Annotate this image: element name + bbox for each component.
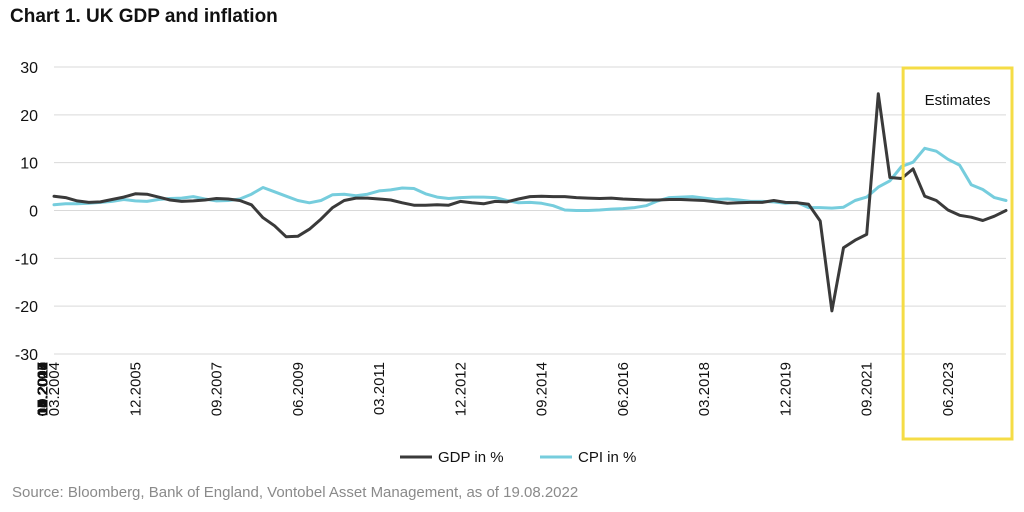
series-lines xyxy=(52,92,1008,313)
y-axis: -30 -20 -10 0 10 20 30 xyxy=(15,60,38,364)
x-tick-label: 07.2020 xyxy=(34,362,51,416)
x-tick-label: 10.2004 xyxy=(34,362,51,416)
y-tick-label: 20 xyxy=(20,108,38,125)
x-tick-label: 03.2011 xyxy=(371,362,388,415)
x-tick-label: 04.2022 xyxy=(34,362,51,416)
y-tick-label: -10 xyxy=(15,251,38,268)
legend: GDP in % CPI in % xyxy=(400,449,636,466)
chart-title: Chart 1. UK GDP and inflation xyxy=(10,6,278,27)
x-tick-label: 08.2017 xyxy=(34,362,51,416)
x-tick-label: 11.2022 xyxy=(34,362,51,415)
x-tick-label: 01.2024 xyxy=(34,362,51,416)
x-tick-label: 02.2014 xyxy=(34,362,51,416)
x-tick-label: 03.2018 xyxy=(696,362,713,416)
gdp-line xyxy=(52,92,1008,313)
y-tick-label: -30 xyxy=(15,347,38,364)
y-tick-label: 30 xyxy=(20,60,38,77)
x-tick-label: 07.2013 xyxy=(34,362,51,416)
x-tick-label: 11.2015 xyxy=(34,362,51,415)
x-tick-label: 06.2016 xyxy=(615,362,632,416)
x-tick-label: 09.2021 xyxy=(859,362,876,416)
x-tick-label: 04.2015 xyxy=(34,362,51,416)
x-tick-label: 01.2010 xyxy=(34,362,51,416)
x-tick-label: 05.2005 xyxy=(34,362,51,416)
x-tick-label: 01.2017 xyxy=(34,362,51,416)
x-tick-label: 12.2012 xyxy=(452,362,469,416)
x-tick-label: 10.2018 xyxy=(34,362,51,416)
x-tick-label: 09.2007 xyxy=(209,362,226,416)
x-tick-label: 12.2019 xyxy=(777,362,794,416)
x-tick-label: 09.2014 xyxy=(534,362,551,416)
source-note: Source: Bloomberg, Bank of England, Vont… xyxy=(12,484,579,501)
x-tick-label: 05.2012 xyxy=(34,362,51,416)
x-tick-label: 12.2005 xyxy=(127,362,144,416)
x-tick-label: 02.2021 xyxy=(34,362,51,416)
legend-label-gdp: GDP in % xyxy=(438,449,504,466)
x-tick-label: 08.2024 xyxy=(34,362,51,416)
x-tick-label: 02.2007 xyxy=(34,362,51,416)
x-tick-label: 08.2010 xyxy=(34,362,51,416)
x-tick-label: 10.2011 xyxy=(34,362,51,415)
y-tick-label: -20 xyxy=(15,299,38,316)
x-tick-label: 03.2004 xyxy=(46,362,63,416)
x-tick-label: 07.2006 xyxy=(34,362,51,416)
estimates-annotation: Estimates xyxy=(901,66,1014,441)
legend-label-cpi: CPI in % xyxy=(578,449,636,466)
estimates-box xyxy=(901,66,1014,441)
x-tick-label: 06.2023 xyxy=(940,362,957,416)
x-tick-label: 04.2008 xyxy=(34,362,51,416)
x-tick-label: 06.2009 xyxy=(290,362,307,416)
x-tick-label: 11.2008 xyxy=(34,362,51,415)
y-tick-label: 0 xyxy=(29,204,38,221)
y-tick-label: 10 xyxy=(20,156,38,173)
x-tick-label: 05.2019 xyxy=(34,362,51,416)
gridlines xyxy=(54,66,1006,355)
estimates-label: Estimates xyxy=(925,92,991,109)
